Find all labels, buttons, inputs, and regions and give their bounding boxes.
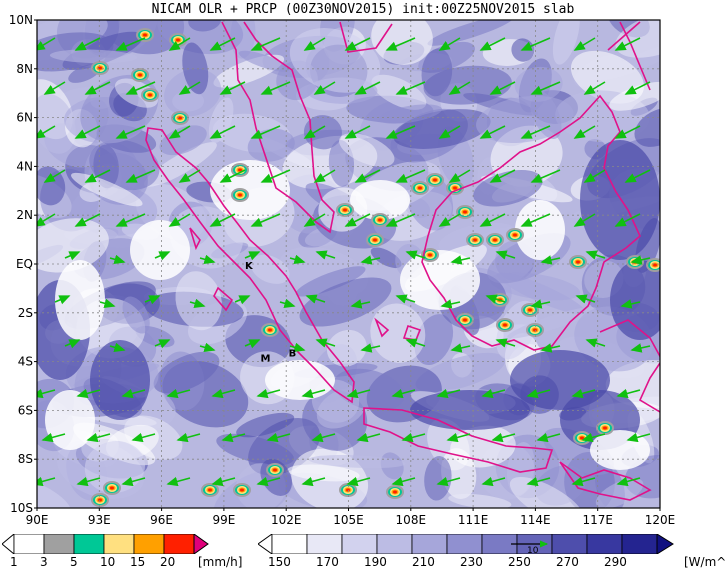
lat-label: 4S: [18, 355, 33, 369]
olr-tick-label: 170: [316, 555, 339, 569]
precip-tick-label: 10: [100, 555, 116, 569]
wind-vectors: [37, 37, 651, 487]
lon-label: 99E: [212, 513, 235, 527]
place-markers: K B M: [245, 261, 296, 365]
precip-tick-label: 15: [130, 555, 146, 569]
place-label: K: [245, 261, 254, 272]
philippines-coast: [607, 21, 641, 51]
olr-tick-label: 190: [364, 555, 387, 569]
lon-label: 102E: [271, 513, 302, 527]
olr-unit: [W/m^2]: [684, 555, 726, 569]
mainland-coast: [339, 21, 393, 53]
olr-tick-label: 270: [556, 555, 579, 569]
graticule: [37, 20, 660, 508]
precip-tick-label: 20: [160, 555, 176, 569]
lon-label: 90E: [26, 513, 49, 527]
olr-tick-label: 250: [508, 555, 531, 569]
precip-tick-label: 5: [70, 555, 78, 569]
lon-label: 93E: [88, 513, 111, 527]
vector-ref-label: 10: [527, 546, 539, 554]
lat-label: 8N: [16, 62, 33, 76]
olr-tick-label: 210: [412, 555, 435, 569]
lat-label: EQ: [16, 257, 33, 271]
lat-label: 6S: [18, 403, 33, 417]
map-title: NICAM OLR + PRCP (00Z30NOV2015) init:00Z…: [151, 2, 575, 17]
olr-tick-label: 290: [604, 555, 627, 569]
lon-label: 111E: [458, 513, 489, 527]
lon-label: 105E: [333, 513, 364, 527]
longitude-axis: 90E 93E 96E 99E 102E 105E 108E 111E 114E 117E 120E: [26, 508, 676, 527]
precip-unit: [mm/h]: [198, 555, 243, 569]
place-label: M: [260, 354, 270, 365]
olr-tick-label: 150: [268, 555, 291, 569]
java-coast: [363, 407, 554, 473]
lat-label: 10S: [10, 501, 33, 515]
precip-colorbar: [2, 534, 209, 554]
lon-label: 114E: [520, 513, 551, 527]
lon-label: 120E: [645, 513, 676, 527]
bali-lombok-coast: [559, 461, 652, 501]
nias-coast: [189, 227, 201, 251]
olr-tick-label: 230: [460, 555, 483, 569]
sulawesi-coast: [599, 319, 660, 413]
olr-colorbar: 10: [258, 534, 674, 554]
precip-tick-label: 3: [40, 555, 48, 569]
lat-label: 2N: [16, 208, 33, 222]
place-label: B: [289, 349, 297, 360]
lon-label: 117E: [582, 513, 613, 527]
lat-label: 10N: [9, 13, 33, 27]
sabah-coast: [619, 21, 651, 91]
lat-label: 6N: [16, 111, 33, 125]
lon-label: 108E: [396, 513, 427, 527]
lat-label: 2S: [18, 306, 33, 320]
lat-label: 8S: [18, 452, 33, 466]
lon-label: 96E: [150, 513, 173, 527]
olr-cloud-pattern: [37, 20, 660, 508]
lat-label: 4N: [16, 159, 33, 173]
bangka-coast: [374, 317, 390, 338]
malay-peninsula-coast: [221, 21, 335, 234]
precip-tick-label: 1: [10, 555, 18, 569]
mentawai-coast: [213, 286, 234, 312]
latitude-axis: 10N 8N 6N 4N 2N EQ 2S 4S 6S 8S 10S: [9, 13, 37, 515]
